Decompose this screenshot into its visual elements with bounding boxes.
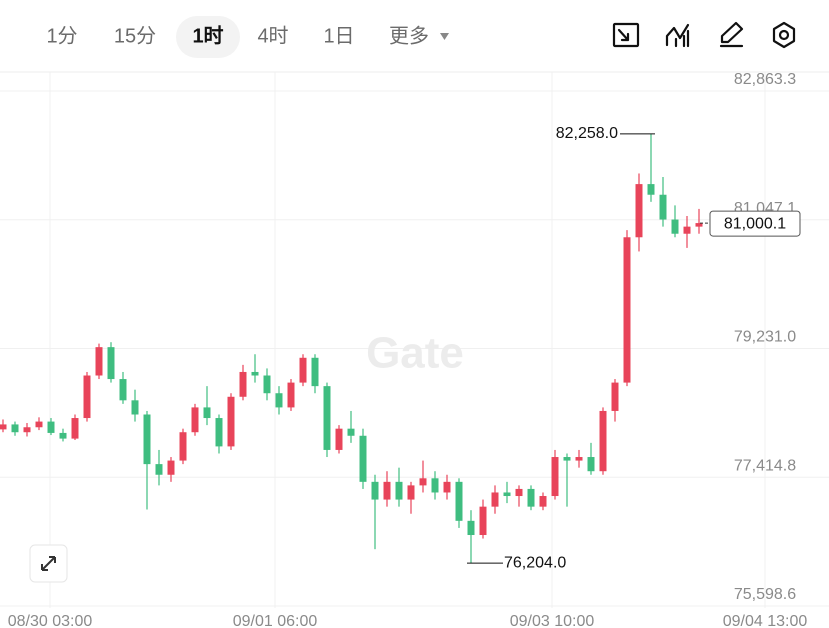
- candle-body: [443, 481, 451, 493]
- candle-body: [455, 481, 463, 521]
- candle-body: [131, 400, 139, 415]
- candle-body: [527, 488, 535, 507]
- candle-body: [671, 219, 679, 234]
- selected-tab-bg: [176, 16, 240, 58]
- candle-body: [635, 184, 643, 238]
- last-price-box: [709, 210, 801, 237]
- candle-body: [59, 432, 67, 439]
- candle-body: [419, 478, 427, 486]
- candle-body: [119, 379, 127, 401]
- candle-body: [71, 418, 79, 439]
- candle-body: [0, 424, 7, 430]
- candle-body: [239, 371, 247, 397]
- watermark: Gate: [366, 329, 464, 378]
- icon-indicator[interactable]: [665, 23, 690, 48]
- toolbar: 1分 15分 1时 4时 1日 更多: [0, 16, 829, 73]
- candle-body: [227, 396, 235, 447]
- y-tick-label: 82,863.3: [734, 71, 796, 88]
- candle-body: [167, 460, 175, 475]
- candle-body: [83, 375, 91, 419]
- candle-body: [407, 485, 415, 500]
- candle-body: [35, 421, 43, 428]
- dropdown-arrow[interactable]: [440, 33, 449, 40]
- labels: 82,863.381,047.179,231.077,414.875,598.6…: [8, 71, 808, 628]
- candle-body: [395, 481, 403, 500]
- candle-body: [431, 478, 439, 493]
- candle-body: [275, 393, 283, 408]
- candle-body: [23, 427, 31, 433]
- candle-body: [299, 357, 307, 383]
- interval-tab[interactable]: 15分: [114, 24, 156, 47]
- icon-draw[interactable]: [719, 21, 744, 48]
- candle-body: [659, 194, 667, 220]
- x-tick-label: 08/30 03:00: [8, 613, 93, 628]
- more-menu[interactable]: 更多: [389, 24, 429, 47]
- interval-tab[interactable]: 1时: [192, 24, 223, 47]
- x-tick-label: 09/03 10:00: [510, 613, 595, 628]
- candle-body: [11, 424, 19, 433]
- candle-body: [623, 237, 631, 383]
- candle-body: [599, 410, 607, 472]
- candle-body: [191, 407, 199, 433]
- high-label: 82,258.0: [556, 125, 618, 142]
- candle-body: [695, 223, 703, 227]
- y-tick-label: 79,231.0: [734, 329, 796, 346]
- candle-body: [539, 496, 547, 507]
- x-tick-label: 09/04 13:00: [723, 613, 808, 628]
- candle-body: [383, 481, 391, 500]
- candle-body: [47, 421, 55, 433]
- y-tick-label: 77,414.8: [734, 457, 796, 474]
- candle-body: [251, 371, 259, 376]
- y-tick-label: 75,598.6: [734, 586, 796, 603]
- interval-tab[interactable]: 1分: [46, 24, 77, 47]
- candle-body: [491, 492, 499, 507]
- candle-body: [479, 506, 487, 536]
- low-label: 76,204.0: [504, 554, 566, 571]
- candle-body: [503, 492, 511, 497]
- candle-body: [587, 457, 595, 472]
- candle-body: [467, 520, 475, 536]
- candle-body: [347, 428, 355, 436]
- interval-tab[interactable]: 1日: [323, 25, 354, 47]
- candle-body: [335, 428, 343, 450]
- candle-body: [647, 184, 655, 195]
- plot: [0, 133, 703, 564]
- candle-body: [263, 375, 271, 394]
- candle-body: [551, 457, 559, 497]
- candle-body: [143, 414, 151, 465]
- candle-body: [563, 457, 571, 461]
- interval-tab[interactable]: 4时: [257, 24, 288, 47]
- icon-chart-type[interactable]: [612, 22, 640, 48]
- candle-body: [611, 382, 619, 411]
- candle-body: [155, 464, 163, 475]
- candle-body: [179, 432, 187, 461]
- candle-body: [95, 347, 103, 376]
- candle-body: [683, 226, 691, 234]
- candle-body: [107, 347, 115, 380]
- x-tick-label: 09/01 06:00: [233, 613, 318, 628]
- candle-body: [575, 457, 583, 461]
- grid: [0, 72, 829, 608]
- candle-body: [311, 357, 319, 387]
- candle-body: [215, 418, 223, 447]
- candle-body: [203, 407, 211, 419]
- candle-body: [323, 386, 331, 450]
- candle-body: [515, 488, 523, 497]
- expand-button[interactable]: [29, 544, 68, 583]
- candle-body: [287, 382, 295, 408]
- candle-body: [359, 435, 367, 482]
- candle-body: [371, 481, 379, 500]
- icon-settings[interactable]: [772, 21, 796, 49]
- last-price-label: 81,000.1: [724, 215, 786, 232]
